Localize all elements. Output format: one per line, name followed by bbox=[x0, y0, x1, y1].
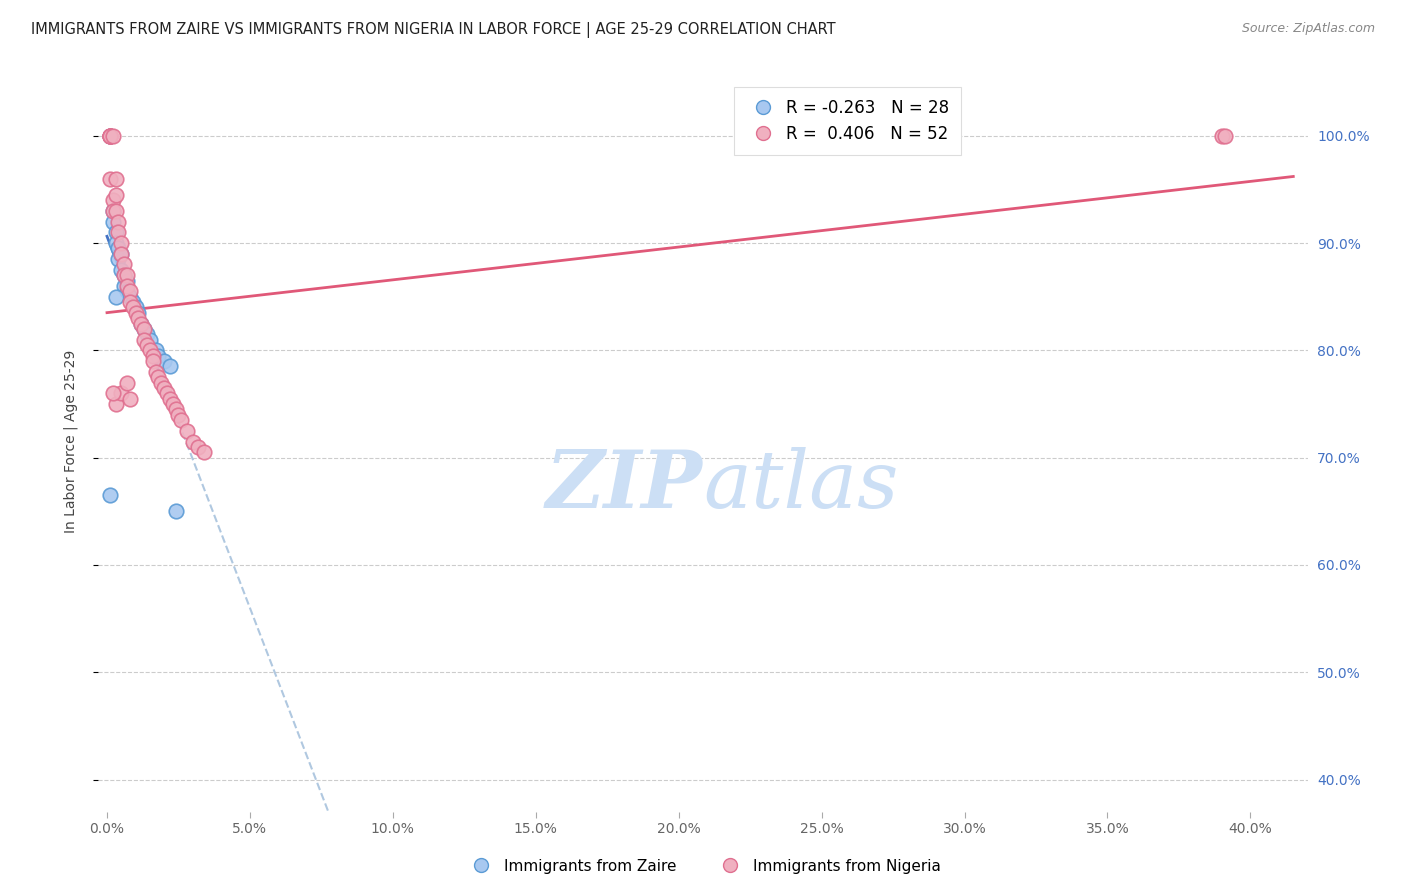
Point bbox=[129, 317, 152, 331]
Point bbox=[170, 413, 193, 427]
Point bbox=[104, 397, 127, 411]
Point bbox=[148, 349, 170, 363]
Point bbox=[112, 268, 135, 283]
Point bbox=[121, 301, 143, 315]
Point bbox=[101, 386, 124, 401]
Point bbox=[167, 408, 190, 422]
Point bbox=[104, 225, 127, 239]
Point bbox=[118, 392, 141, 406]
Point bbox=[187, 440, 209, 454]
Point bbox=[98, 128, 121, 143]
Point bbox=[110, 246, 132, 260]
Point bbox=[110, 386, 132, 401]
Point bbox=[124, 301, 146, 315]
Point bbox=[115, 376, 138, 390]
Point bbox=[107, 214, 129, 228]
Point bbox=[107, 225, 129, 239]
Point bbox=[115, 268, 138, 283]
Point bbox=[1211, 128, 1233, 143]
Point bbox=[165, 504, 187, 518]
Point bbox=[176, 424, 198, 438]
Text: ZIP: ZIP bbox=[546, 447, 703, 524]
Point bbox=[150, 376, 173, 390]
Point bbox=[101, 203, 124, 218]
Text: IMMIGRANTS FROM ZAIRE VS IMMIGRANTS FROM NIGERIA IN LABOR FORCE | AGE 25-29 CORR: IMMIGRANTS FROM ZAIRE VS IMMIGRANTS FROM… bbox=[31, 22, 835, 38]
Point bbox=[142, 354, 165, 368]
Point bbox=[134, 333, 156, 347]
Point bbox=[115, 285, 138, 299]
Point bbox=[98, 128, 121, 143]
Point bbox=[98, 488, 121, 502]
Point bbox=[98, 128, 121, 143]
Point bbox=[153, 354, 176, 368]
Point bbox=[134, 322, 156, 336]
Point bbox=[148, 370, 170, 384]
Point bbox=[136, 338, 159, 352]
Point bbox=[118, 285, 141, 299]
Point bbox=[145, 343, 167, 358]
Text: atlas: atlas bbox=[703, 447, 898, 524]
Point bbox=[139, 333, 162, 347]
Point bbox=[104, 187, 127, 202]
Point bbox=[107, 241, 129, 255]
Point bbox=[101, 128, 124, 143]
Point bbox=[104, 203, 127, 218]
Point bbox=[118, 295, 141, 310]
Point bbox=[162, 397, 184, 411]
Point bbox=[110, 246, 132, 260]
Point bbox=[165, 402, 187, 417]
Point bbox=[124, 306, 146, 320]
Point bbox=[159, 359, 181, 374]
Y-axis label: In Labor Force | Age 25-29: In Labor Force | Age 25-29 bbox=[63, 350, 77, 533]
Point bbox=[139, 343, 162, 358]
Point bbox=[129, 317, 152, 331]
Point bbox=[136, 327, 159, 342]
Point bbox=[104, 290, 127, 304]
Point bbox=[121, 295, 143, 310]
Point bbox=[181, 434, 204, 449]
Point bbox=[145, 365, 167, 379]
Point bbox=[127, 311, 149, 326]
Point bbox=[118, 290, 141, 304]
Point bbox=[127, 306, 149, 320]
Point bbox=[110, 263, 132, 277]
Point bbox=[134, 322, 156, 336]
Point bbox=[193, 445, 215, 459]
Point bbox=[115, 279, 138, 293]
Point bbox=[112, 279, 135, 293]
Point bbox=[101, 193, 124, 207]
Point bbox=[98, 128, 121, 143]
Legend: R = -0.263   N = 28, R =  0.406   N = 52: R = -0.263 N = 28, R = 0.406 N = 52 bbox=[734, 87, 960, 155]
Point bbox=[156, 386, 179, 401]
Point bbox=[101, 203, 124, 218]
Point bbox=[1213, 128, 1236, 143]
Point bbox=[104, 171, 127, 186]
Point bbox=[98, 128, 121, 143]
Point bbox=[101, 214, 124, 228]
Point bbox=[110, 235, 132, 250]
Point bbox=[98, 171, 121, 186]
Point bbox=[104, 235, 127, 250]
Point bbox=[112, 268, 135, 283]
Point bbox=[107, 252, 129, 267]
Point bbox=[115, 274, 138, 288]
Point bbox=[153, 381, 176, 395]
Text: Source: ZipAtlas.com: Source: ZipAtlas.com bbox=[1241, 22, 1375, 36]
Point bbox=[112, 258, 135, 272]
Point bbox=[142, 349, 165, 363]
Legend: Immigrants from Zaire, Immigrants from Nigeria: Immigrants from Zaire, Immigrants from N… bbox=[460, 853, 946, 880]
Point bbox=[159, 392, 181, 406]
